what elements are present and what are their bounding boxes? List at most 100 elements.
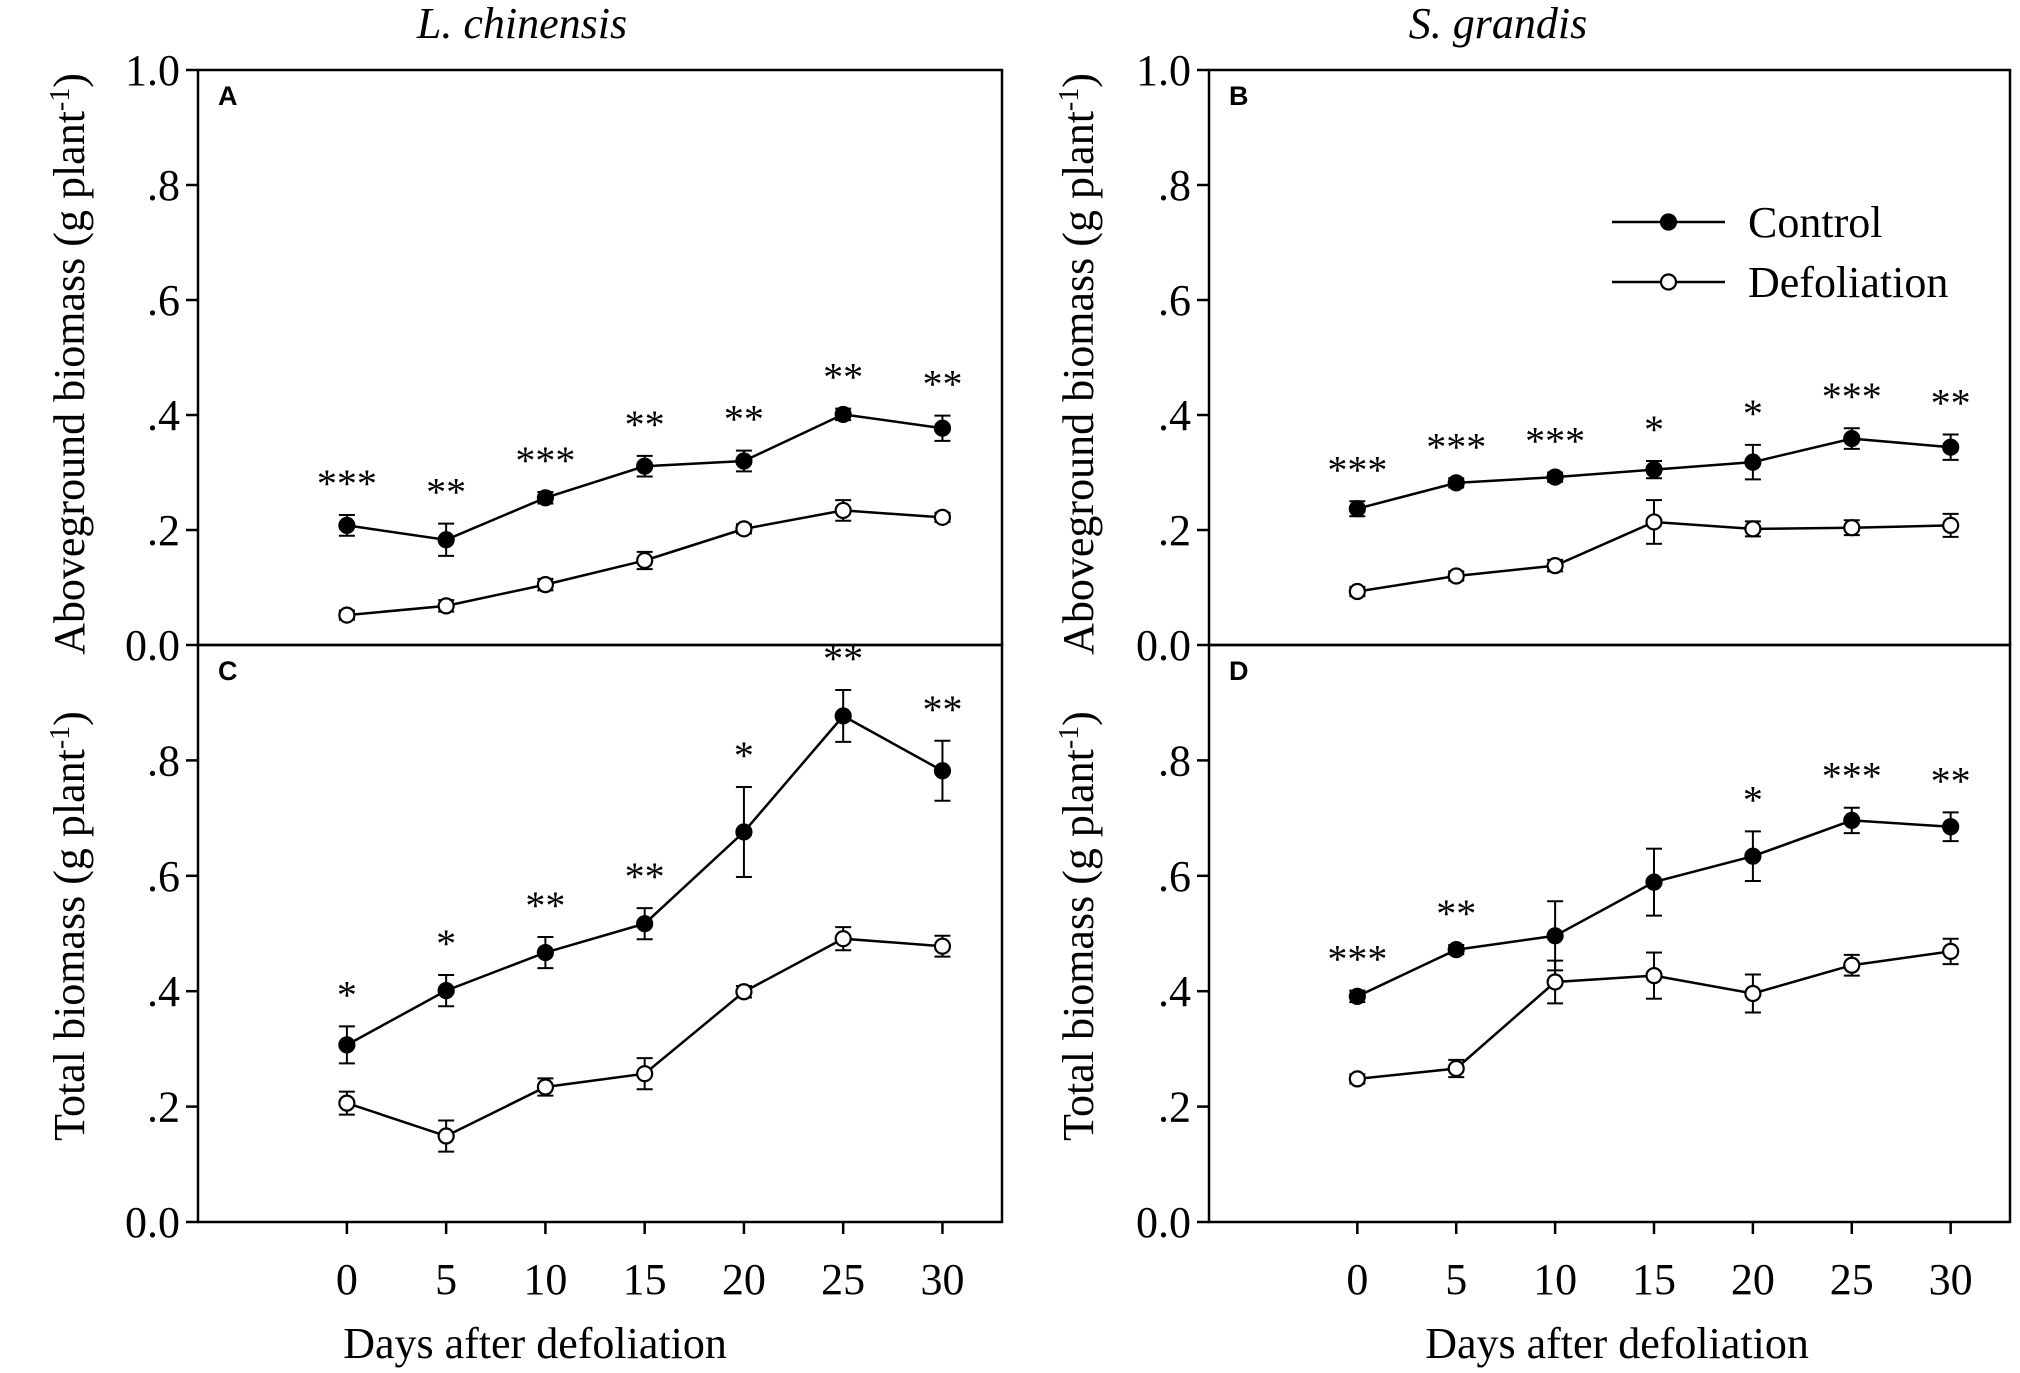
significance-label-c: ** bbox=[922, 687, 962, 732]
significance-label-b: ** bbox=[1931, 381, 1971, 426]
point-control-c bbox=[834, 707, 852, 725]
y-tick-label-d: .2 bbox=[1158, 1083, 1191, 1132]
y-axis-title-D: Total biomass (g plant-1) bbox=[1054, 711, 1104, 1141]
significance-label-d: ** bbox=[1931, 758, 1971, 803]
panel-letter-b: B bbox=[1229, 81, 1249, 111]
plot-frame-c bbox=[196, 643, 1004, 1224]
point-defoliation-b bbox=[1942, 516, 1960, 535]
significance-label-d: *** bbox=[1822, 754, 1882, 799]
plot-frame-d bbox=[1207, 643, 2012, 1224]
point-control-d bbox=[1645, 873, 1663, 891]
y-tick-label-d: .8 bbox=[1158, 736, 1191, 785]
significance-label-b: *** bbox=[1525, 419, 1585, 464]
legend-marker-control bbox=[1659, 213, 1678, 231]
point-defoliation-c bbox=[437, 1127, 455, 1145]
point-defoliation-d bbox=[1942, 942, 1960, 960]
y-tick-label-a: .6 bbox=[147, 276, 180, 325]
point-control-c bbox=[933, 762, 952, 780]
point-defoliation-a bbox=[834, 501, 852, 520]
point-control-d bbox=[1942, 818, 1960, 836]
y-tick-label-b: 0.0 bbox=[1136, 621, 1191, 670]
y-tick-label-c: .4 bbox=[147, 967, 180, 1016]
point-control-a bbox=[338, 516, 356, 535]
point-control-b bbox=[1843, 429, 1861, 448]
species-title-right: S. grandis bbox=[1409, 0, 1587, 48]
y-tick-label-c: 0.0 bbox=[125, 1198, 180, 1247]
significance-label-b: * bbox=[1743, 391, 1763, 436]
significance-label-a: ** bbox=[426, 470, 466, 515]
point-control-b bbox=[1744, 453, 1762, 471]
x-tick-label-d: 15 bbox=[1632, 1255, 1676, 1304]
point-defoliation-a bbox=[933, 508, 952, 526]
x-tick-label-d: 10 bbox=[1533, 1255, 1577, 1304]
point-control-c bbox=[636, 915, 654, 933]
point-defoliation-c bbox=[338, 1094, 356, 1112]
y-tick-label-b: .6 bbox=[1158, 276, 1191, 325]
point-defoliation-d bbox=[1744, 984, 1762, 1003]
legend: Control Defoliation bbox=[1612, 198, 1948, 307]
point-control-d bbox=[1546, 927, 1564, 945]
panel-D: D0.0.2.4.6.80 5 10 15 20 25 30********* ** bbox=[1136, 643, 2012, 1304]
y-tick-label-b: .2 bbox=[1158, 506, 1191, 555]
point-control-c bbox=[437, 982, 455, 1000]
point-defoliation-a bbox=[636, 551, 654, 570]
point-defoliation-d bbox=[1348, 1070, 1366, 1088]
species-title-left: L. chinensis bbox=[416, 0, 627, 48]
y-axis-title-C: Total biomass (g plant-1) bbox=[45, 711, 95, 1141]
y-tick-label-b: 1.0 bbox=[1136, 46, 1191, 95]
x-tick-label-d: 20 bbox=[1731, 1255, 1775, 1304]
point-control-d bbox=[1348, 987, 1366, 1005]
y-tick-label-b: .8 bbox=[1158, 161, 1191, 210]
significance-label-c: * bbox=[436, 921, 456, 966]
significance-label-a: ** bbox=[625, 402, 665, 447]
point-defoliation-c bbox=[735, 983, 753, 1001]
significance-label-b: *** bbox=[1822, 374, 1882, 419]
point-defoliation-b bbox=[1447, 567, 1465, 585]
point-defoliation-c bbox=[536, 1078, 555, 1096]
y-axis-title-A: Aboveground biomass (g plant-1) bbox=[45, 73, 95, 655]
y-tick-label-d: .4 bbox=[1158, 967, 1191, 1016]
point-control-b bbox=[1942, 438, 1960, 456]
significance-label-a: ** bbox=[724, 397, 764, 442]
panel-letter-d: D bbox=[1229, 656, 1249, 686]
point-defoliation-b bbox=[1744, 520, 1762, 538]
panel-letter-a: A bbox=[218, 81, 238, 111]
significance-label-c: * bbox=[337, 972, 357, 1017]
point-defoliation-c bbox=[834, 930, 852, 948]
x-tick-label-c: 15 bbox=[623, 1255, 667, 1304]
point-defoliation-b bbox=[1546, 557, 1564, 575]
x-tick-label-d: 0 bbox=[1346, 1255, 1368, 1304]
legend-label-defoliation: Defoliation bbox=[1748, 258, 1948, 307]
y-axis-title-B: Aboveground biomass (g plant-1) bbox=[1054, 73, 1104, 655]
significance-label-c: * bbox=[734, 733, 754, 778]
significance-label-c: ** bbox=[625, 854, 665, 899]
panel-B: B0.0.2.4.6.81.0****** *** * * *** ** bbox=[1136, 46, 2012, 670]
point-defoliation-d bbox=[1843, 956, 1861, 974]
point-defoliation-d bbox=[1645, 967, 1663, 985]
point-control-a bbox=[735, 452, 753, 470]
y-tick-label-c: .2 bbox=[147, 1083, 180, 1132]
y-tick-label-b: .4 bbox=[1158, 391, 1191, 440]
y-tick-label-a: 0.0 bbox=[125, 621, 180, 670]
point-control-b bbox=[1447, 474, 1465, 492]
x-tick-label-c: 5 bbox=[435, 1255, 457, 1304]
point-defoliation-b bbox=[1348, 582, 1366, 601]
point-defoliation-c bbox=[933, 937, 952, 955]
significance-label-d: ** bbox=[1436, 891, 1476, 936]
y-tick-label-a: 1.0 bbox=[125, 46, 180, 95]
significance-label-a: *** bbox=[317, 461, 377, 506]
point-defoliation-b bbox=[1843, 519, 1861, 537]
y-tick-label-d: .6 bbox=[1158, 852, 1191, 901]
panel-letter-c: C bbox=[218, 656, 238, 686]
x-tick-label-d: 30 bbox=[1929, 1255, 1973, 1304]
point-control-b bbox=[1348, 500, 1366, 518]
point-control-d bbox=[1447, 941, 1465, 959]
point-control-c bbox=[735, 823, 753, 841]
x-tick-label-c: 30 bbox=[920, 1255, 964, 1304]
point-defoliation-a bbox=[735, 520, 753, 538]
x-tick-label-c: 20 bbox=[722, 1255, 766, 1304]
point-control-a bbox=[933, 419, 952, 437]
x-tick-label-c: 0 bbox=[336, 1255, 358, 1304]
y-tick-label-c: .8 bbox=[147, 736, 180, 785]
